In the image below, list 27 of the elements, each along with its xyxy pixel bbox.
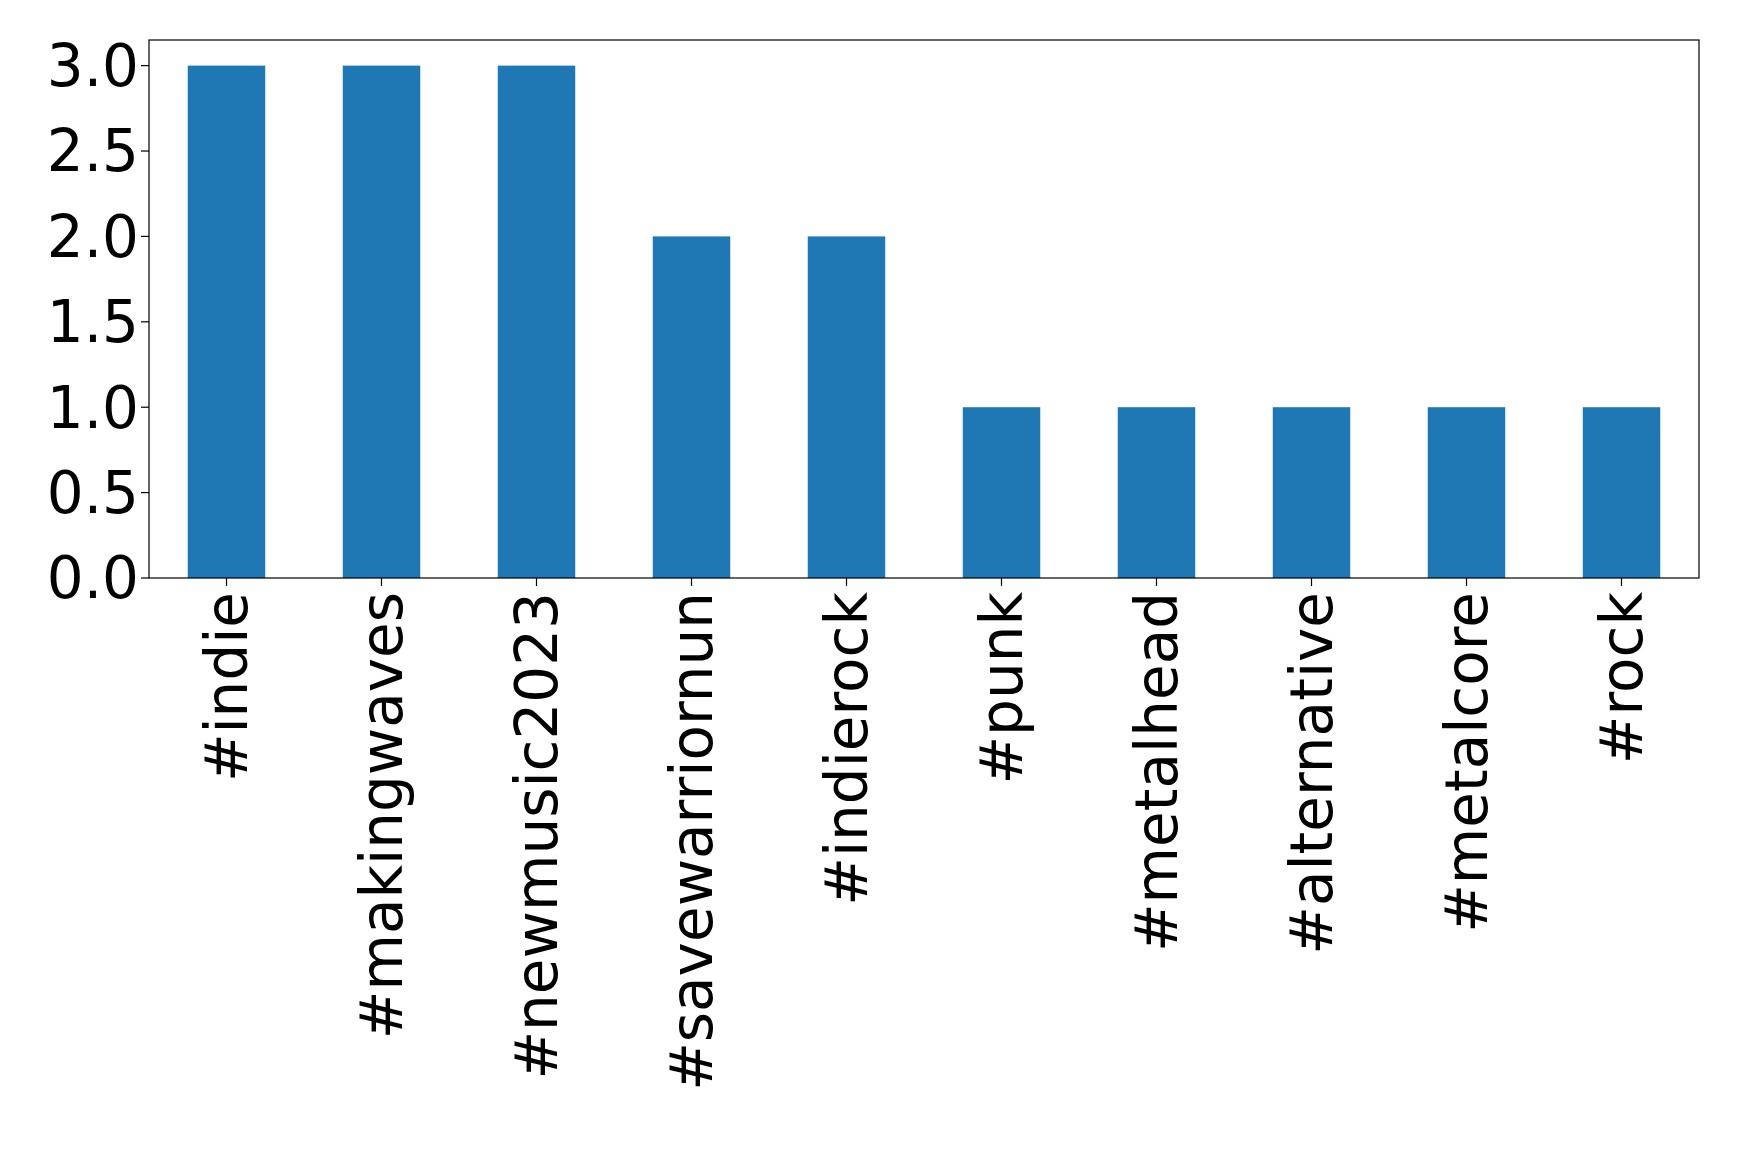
y-tick-label: 1.0 bbox=[46, 373, 139, 442]
y-tick-label: 2.0 bbox=[46, 202, 139, 271]
bar bbox=[187, 65, 266, 578]
bar bbox=[962, 407, 1041, 578]
x-tick-label: #indierock bbox=[812, 591, 881, 906]
bar bbox=[1427, 407, 1506, 578]
y-tick-label: 0.0 bbox=[46, 544, 139, 613]
bar bbox=[652, 236, 731, 578]
bar bbox=[1117, 407, 1196, 578]
x-tick-label: #indie bbox=[192, 592, 261, 783]
bar bbox=[1582, 407, 1661, 578]
x-tick-label: #metalcore bbox=[1432, 592, 1501, 933]
x-tick-label: #punk bbox=[967, 591, 1036, 785]
x-tick-label: #rock bbox=[1587, 591, 1656, 765]
bar bbox=[497, 65, 576, 578]
x-tick-label: #alternative bbox=[1277, 592, 1346, 955]
bar bbox=[807, 236, 886, 578]
y-tick-label: 3.0 bbox=[46, 31, 139, 100]
x-tick-label: #makingwaves bbox=[347, 592, 416, 1040]
x-tick-label: #metalhead bbox=[1122, 592, 1191, 952]
y-tick-label: 1.5 bbox=[46, 288, 139, 357]
x-tick-label: #newmusic2023 bbox=[502, 592, 571, 1080]
bar bbox=[342, 65, 421, 578]
bar bbox=[1272, 407, 1351, 578]
y-tick-label: 2.5 bbox=[46, 117, 139, 186]
y-tick-label: 0.5 bbox=[46, 458, 139, 527]
x-tick-label: #savewarriornun bbox=[657, 592, 726, 1091]
